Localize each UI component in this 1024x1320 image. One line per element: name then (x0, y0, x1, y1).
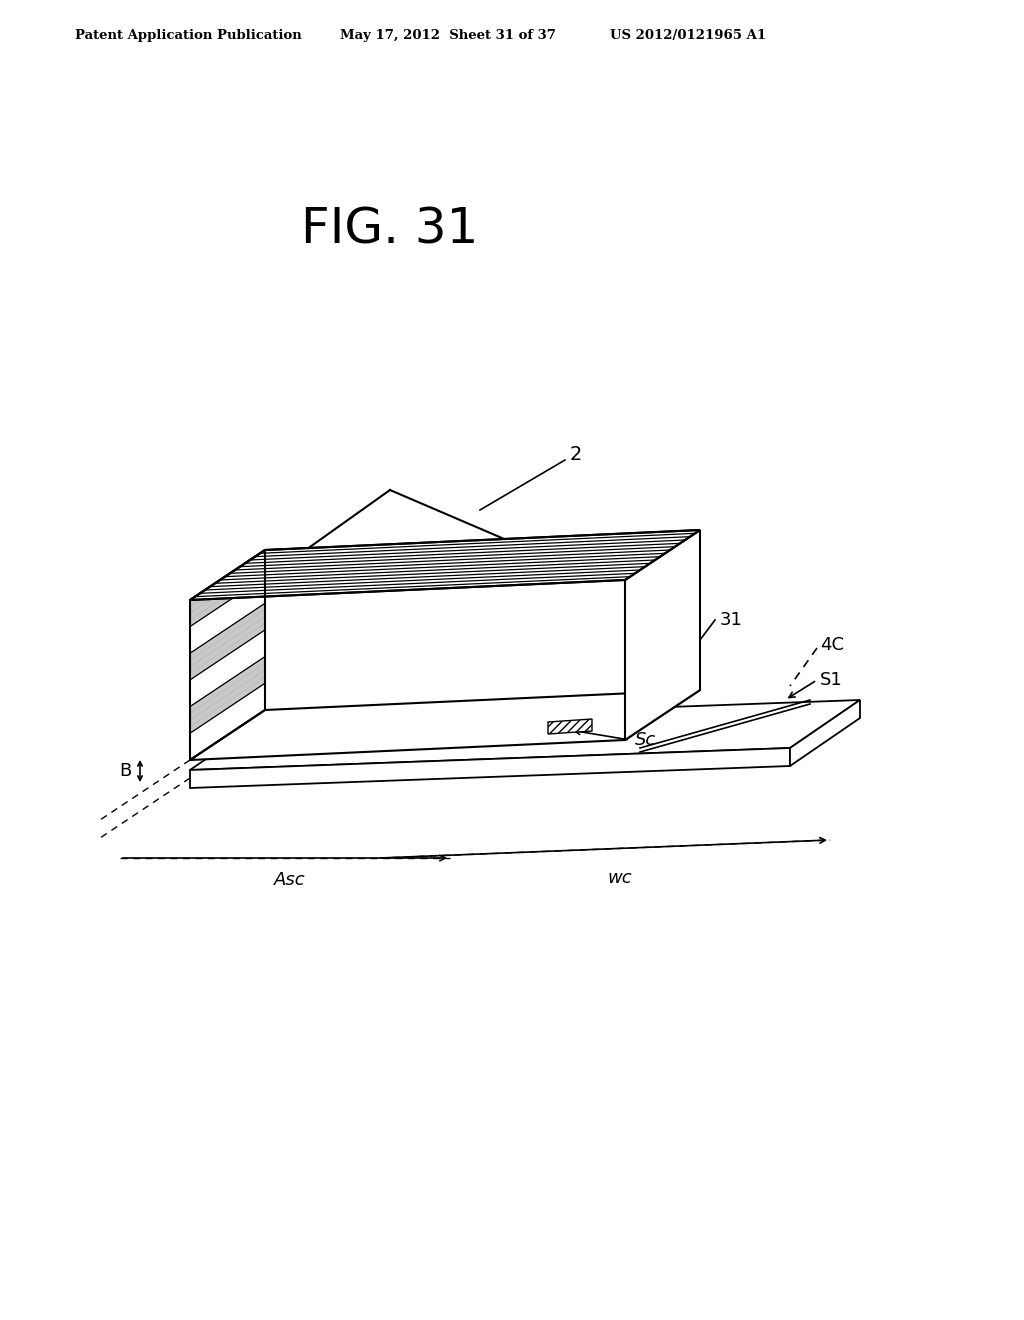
Polygon shape (190, 630, 265, 706)
Polygon shape (190, 531, 700, 601)
Polygon shape (190, 603, 265, 680)
Text: Patent Application Publication: Patent Application Publication (75, 29, 302, 41)
Text: Asc: Asc (274, 871, 306, 888)
Polygon shape (190, 748, 790, 788)
Polygon shape (190, 656, 265, 734)
Polygon shape (625, 531, 700, 741)
Polygon shape (190, 690, 700, 760)
Polygon shape (190, 577, 265, 653)
Polygon shape (548, 719, 592, 734)
Text: US 2012/0121965 A1: US 2012/0121965 A1 (610, 29, 766, 41)
Text: wc: wc (607, 869, 632, 887)
Text: May 17, 2012  Sheet 31 of 37: May 17, 2012 Sheet 31 of 37 (340, 29, 556, 41)
Text: 2: 2 (570, 446, 583, 465)
Text: Sc: Sc (635, 731, 656, 748)
Text: 4C: 4C (820, 636, 844, 653)
Text: B: B (119, 762, 131, 780)
Polygon shape (190, 550, 265, 627)
Text: S1: S1 (820, 671, 843, 689)
Polygon shape (190, 684, 265, 760)
Text: FIG. 31: FIG. 31 (301, 206, 478, 253)
Polygon shape (790, 700, 860, 766)
Polygon shape (190, 700, 860, 770)
Text: 31: 31 (720, 611, 742, 630)
